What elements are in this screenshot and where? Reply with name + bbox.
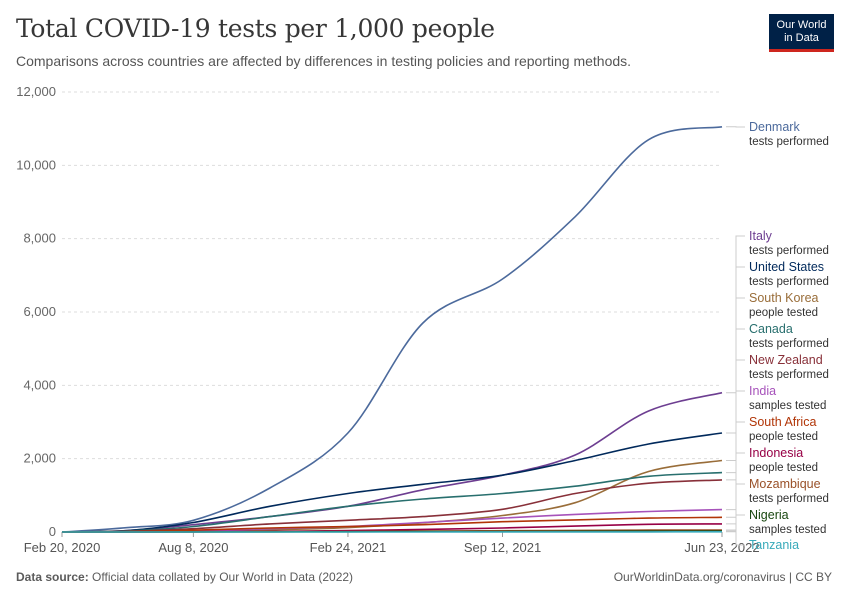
series-label-measure: samples tested — [749, 524, 826, 536]
x-axis: Feb 20, 2020 Aug 8, 2020 Feb 24, 2021 Sep 1… — [24, 532, 760, 555]
label-connector — [726, 483, 745, 531]
series-label-measure: tests performed — [749, 493, 829, 505]
series-line-italy[interactable] — [61, 391, 723, 533]
series-label-measure: people tested — [749, 307, 818, 319]
series-label-measure: tests performed — [749, 276, 829, 288]
series-label-name[interactable]: Denmark — [749, 120, 800, 134]
y-tick-label: 10,000 — [16, 157, 56, 172]
chart-title: Total COVID-19 tests per 1,000 people — [16, 14, 495, 43]
series-label-name[interactable]: Mozambique — [749, 477, 821, 491]
series-label-name[interactable]: South Africa — [749, 415, 816, 429]
x-tick-label: Feb 24, 2021 — [310, 540, 387, 555]
series-label-name[interactable]: Canada — [749, 322, 793, 336]
chart-subtitle: Comparisons across countries are affecte… — [16, 53, 632, 69]
footer-url[interactable]: OurWorldinData.org/coronavirus | CC BY — [613, 570, 832, 584]
source-label: Data source: — [16, 570, 89, 584]
owid-logo[interactable]: Our World in Data — [769, 14, 834, 52]
logo-line-1: Our World — [776, 19, 827, 31]
series-lines — [61, 126, 723, 533]
x-tick-label: Aug 8, 2020 — [158, 540, 228, 555]
footer-source: Data source: Official data collated by O… — [16, 570, 353, 584]
y-tick-label: 0 — [49, 524, 56, 539]
series-line-denmark[interactable] — [61, 126, 723, 533]
series-line-new-zealand[interactable] — [61, 479, 723, 533]
y-tick-label: 6,000 — [23, 304, 56, 319]
series-label-name[interactable]: Indonesia — [749, 446, 803, 460]
series-label-measure: tests performed — [749, 369, 829, 381]
series-line-united-states[interactable] — [61, 432, 723, 533]
source-text: Official data collated by Our World in D… — [88, 570, 354, 584]
logo-line-2: in Data — [784, 32, 819, 44]
y-tick-label: 4,000 — [23, 377, 56, 392]
y-tick-label: 8,000 — [23, 231, 56, 246]
series-line-canada[interactable] — [61, 471, 723, 533]
series-label-name[interactable]: Nigeria — [749, 508, 789, 522]
y-tick-label: 12,000 — [16, 84, 56, 99]
series-label-measure: people tested — [749, 462, 818, 474]
series-label-measure: tests performed — [749, 245, 829, 257]
grid-lines — [62, 91, 722, 533]
series-label-name[interactable]: Italy — [749, 229, 773, 243]
x-tick-label: Jun 23, 2022 — [684, 540, 759, 555]
series-labels: Denmark tests performed Italy tests perform… — [749, 120, 829, 552]
label-connector — [726, 514, 745, 532]
series-label-name[interactable]: South Korea — [749, 291, 819, 305]
series-label-measure: samples tested — [749, 400, 826, 412]
x-tick-label: Sep 12, 2021 — [464, 540, 541, 555]
series-label-measure: tests performed — [749, 136, 829, 148]
series-label-measure: people tested — [749, 431, 818, 443]
label-connectors — [726, 126, 745, 546]
x-tick-label: Feb 20, 2020 — [24, 540, 101, 555]
series-label-name[interactable]: New Zealand — [749, 353, 823, 367]
series-label-measure: tests performed — [749, 338, 829, 350]
series-label-name[interactable]: Tanzania — [749, 538, 799, 552]
series-label-name[interactable]: United States — [749, 260, 824, 274]
series-label-name[interactable]: India — [749, 384, 776, 398]
label-connector — [726, 531, 745, 546]
series-line-south-africa[interactable] — [61, 516, 723, 533]
y-tick-label: 2,000 — [23, 451, 56, 466]
